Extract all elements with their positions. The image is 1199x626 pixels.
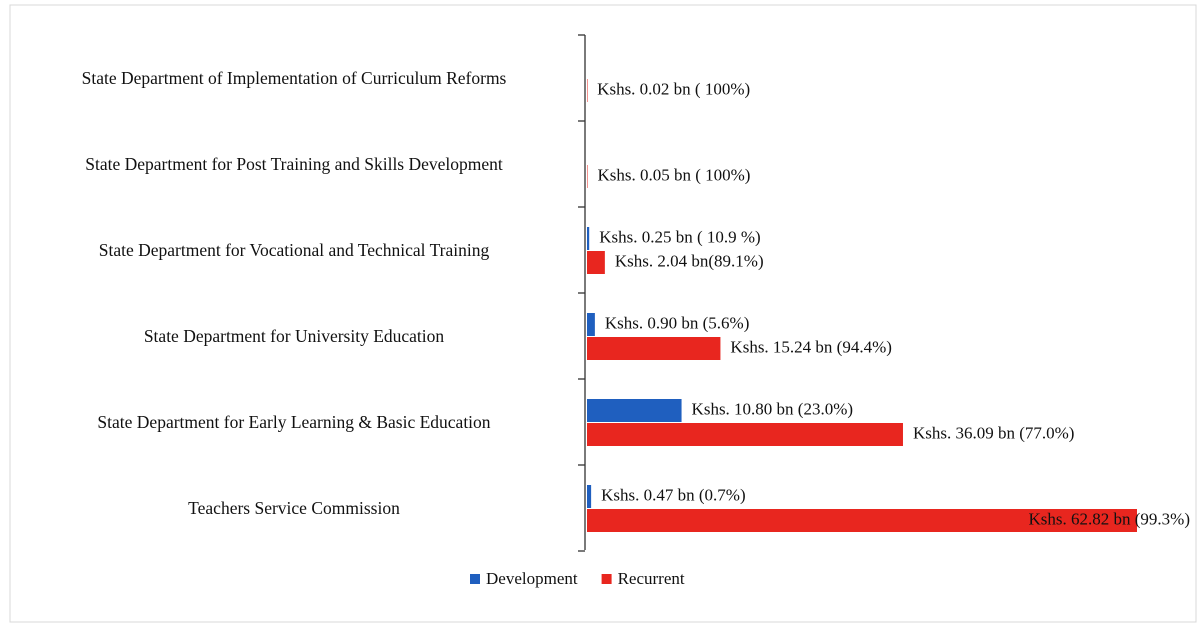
- data-label: Kshs. 36.09 bn (77.0%): [913, 423, 1074, 442]
- bar: [587, 79, 588, 102]
- bar: [587, 485, 592, 508]
- data-label: Kshs. 15.24 bn (94.4%): [730, 337, 892, 356]
- legend-swatch: [601, 574, 612, 584]
- data-label: Kshs. 0.90 bn (5.6%): [605, 313, 750, 332]
- bar: [587, 509, 1137, 532]
- data-label: Kshs. 0.47 bn (0.7%): [601, 485, 746, 504]
- legend-label: Development: [486, 569, 578, 588]
- category-label: Teachers Service Commission: [188, 498, 400, 518]
- data-label: Kshs. 0.02 bn ( 100%): [597, 79, 750, 98]
- plot-frame: [9, 4, 1197, 623]
- data-label: Kshs. 10.80 bn (23.0%): [692, 399, 854, 418]
- bar: [587, 313, 595, 336]
- data-label: Kshs. 0.05 bn ( 100%): [597, 165, 750, 184]
- bar: [587, 227, 590, 250]
- legend-label: Recurrent: [618, 569, 685, 588]
- category-label: State Department of Implementation of Cu…: [81, 68, 507, 88]
- category-label: State Department for University Educatio…: [143, 326, 445, 346]
- bar: [587, 399, 682, 422]
- bar: [587, 165, 588, 188]
- category-label: State Department for Post Training and S…: [85, 154, 503, 174]
- bar: [587, 337, 721, 360]
- legend-swatch: [470, 574, 480, 584]
- bar: [587, 251, 605, 274]
- bar: [587, 423, 903, 446]
- category-label: State Department for Early Learning & Ba…: [97, 412, 491, 432]
- data-label: Kshs. 62.82 bn (99.3%): [1029, 509, 1191, 528]
- data-label: Kshs. 2.04 bn(89.1%): [615, 251, 764, 270]
- category-label: State Department for Vocational and Tech…: [98, 240, 490, 260]
- data-label: Kshs. 0.25 bn ( 10.9 %): [599, 227, 761, 246]
